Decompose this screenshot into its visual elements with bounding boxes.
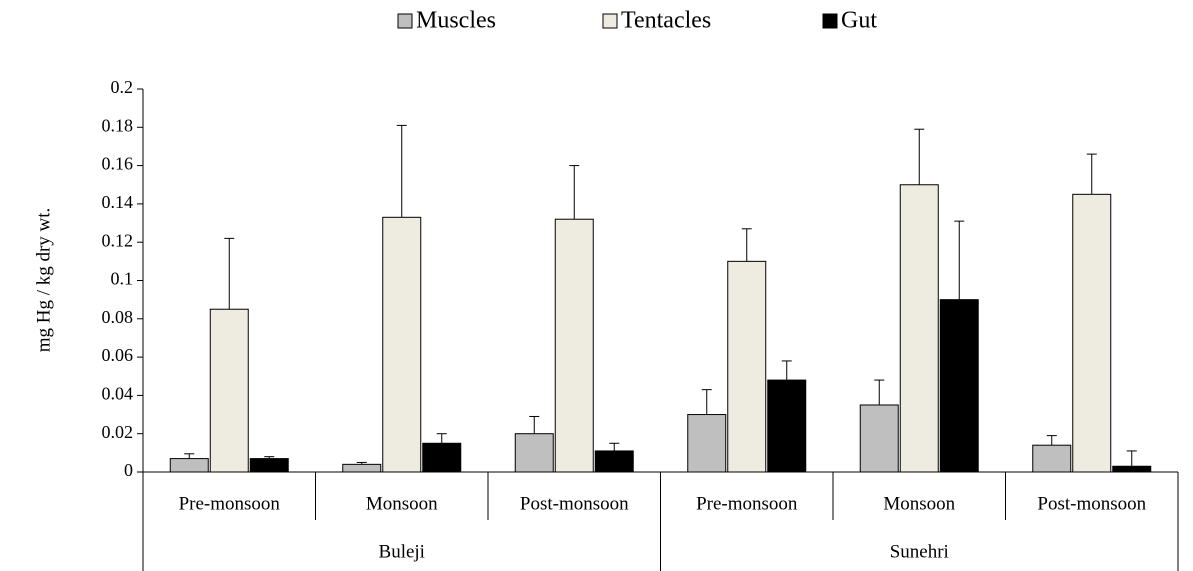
bar (859, 404, 899, 473)
y-tick-label: 0.04 (102, 384, 134, 404)
bar (342, 463, 382, 473)
bar (687, 414, 727, 473)
x-tick-label: Monsoon (883, 493, 955, 514)
y-axis-label: mg Hg / kg dry wt. (33, 208, 54, 353)
bar (727, 260, 767, 473)
y-tick-label: 0.1 (111, 269, 134, 289)
bar (1112, 465, 1152, 473)
group-label: Sunehri (890, 541, 949, 562)
bar (554, 218, 594, 473)
bar (209, 308, 249, 473)
y-tick-label: 0.2 (111, 77, 134, 97)
bar (1072, 193, 1112, 473)
bar (594, 450, 634, 473)
legend-swatch (822, 13, 838, 29)
legend-label: Tentacles (621, 8, 711, 34)
y-tick-label: 0.16 (102, 154, 134, 174)
y-tick-label: 0.02 (102, 422, 134, 442)
bar (249, 458, 289, 473)
x-tick-label: Post-monsoon (1037, 493, 1146, 514)
bar (169, 458, 209, 473)
y-tick-label: 0.18 (102, 115, 134, 135)
x-tick-label: Post-monsoon (520, 493, 629, 514)
x-tick-label: Pre-monsoon (696, 493, 798, 514)
legend-label: Gut (841, 8, 877, 34)
y-tick-label: 0 (124, 460, 133, 480)
bar (382, 216, 422, 473)
bar (899, 184, 939, 473)
x-tick-label: Monsoon (366, 493, 438, 514)
y-tick-label: 0.06 (102, 345, 134, 365)
bar (1032, 444, 1072, 473)
legend-swatch (602, 13, 618, 29)
y-tick-label: 0.14 (102, 192, 134, 212)
y-tick-label: 0.12 (102, 230, 134, 250)
bar (767, 379, 807, 473)
x-tick-label: Pre-monsoon (179, 493, 281, 514)
bar (939, 299, 979, 473)
group-label: Buleji (379, 541, 425, 562)
bar (422, 442, 462, 473)
y-tick-label: 0.08 (102, 307, 134, 327)
legend-label: Muscles (416, 8, 496, 34)
legend-swatch (397, 13, 413, 29)
bar (514, 433, 554, 473)
